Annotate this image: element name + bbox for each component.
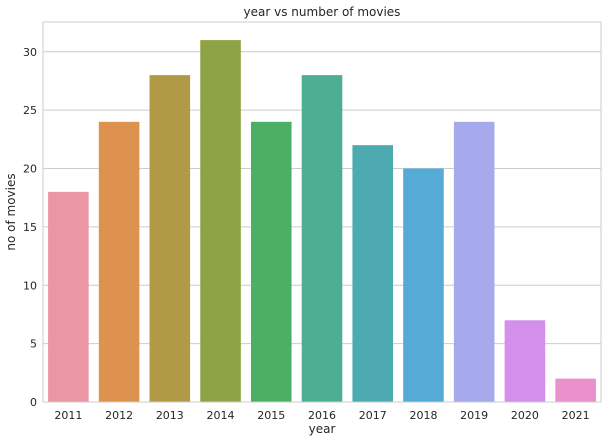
bar-2014 <box>200 40 241 402</box>
x-tick-label: 2018 <box>409 409 437 422</box>
bar-2015 <box>250 121 292 402</box>
y-tick-label: 10 <box>23 279 37 292</box>
bar-2020 <box>504 320 546 402</box>
bar-2013 <box>149 75 191 402</box>
bar-2017 <box>352 145 394 402</box>
x-tick-label: 2012 <box>105 409 133 422</box>
y-tick-label: 0 <box>30 396 37 409</box>
chart-title: year vs number of movies <box>244 5 401 19</box>
y-axis-label: no of movies <box>4 173 18 250</box>
bar-2012 <box>98 121 140 402</box>
x-tick-label: 2013 <box>156 409 184 422</box>
y-tick-label: 15 <box>23 221 37 234</box>
x-axis-label: year <box>309 422 336 436</box>
bar-2011 <box>48 191 89 402</box>
bar-2016 <box>301 75 343 402</box>
y-tick-labels: 0 5 10 15 20 25 30 <box>23 46 37 409</box>
x-tick-label: 2014 <box>207 409 235 422</box>
y-tick-label: 20 <box>23 163 37 176</box>
x-tick-label: 2017 <box>359 409 387 422</box>
y-tick-label: 5 <box>30 338 37 351</box>
y-tick-label: 25 <box>23 104 37 117</box>
bar-2018 <box>403 168 444 402</box>
bar-2021 <box>555 378 596 402</box>
plot-frame <box>42 21 602 403</box>
x-tick-label: 2011 <box>54 409 82 422</box>
x-tick-label: 2015 <box>257 409 285 422</box>
x-tick-label: 2016 <box>308 409 336 422</box>
bar-2019 <box>453 121 495 402</box>
y-tick-label: 30 <box>23 46 37 59</box>
x-tick-label: 2020 <box>511 409 539 422</box>
bars <box>48 40 596 402</box>
x-tick-label: 2019 <box>460 409 488 422</box>
x-tick-labels: 2011 2012 2013 2014 2015 2016 2017 2018 2019 2020… <box>54 409 589 422</box>
x-tick-label: 2021 <box>562 409 590 422</box>
